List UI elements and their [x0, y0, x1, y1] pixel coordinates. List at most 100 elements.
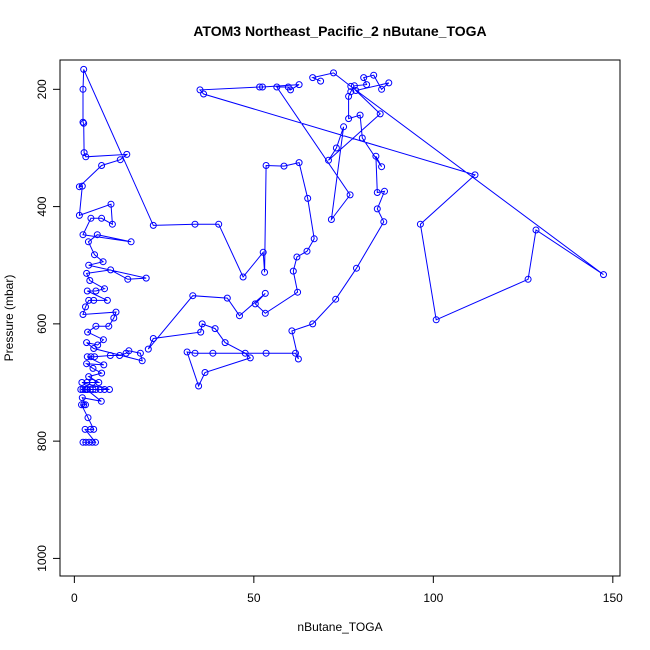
data-point — [85, 373, 93, 381]
data-point — [142, 274, 150, 282]
data-point — [91, 353, 98, 361]
data-point — [356, 111, 364, 119]
data-point — [304, 194, 312, 202]
data-point — [149, 221, 157, 229]
data-point — [262, 162, 270, 169]
x-tick-label: 50 — [247, 591, 261, 605]
data-point — [91, 251, 98, 259]
data-point — [85, 261, 93, 269]
data-point — [327, 216, 335, 223]
series-line — [77, 69, 604, 443]
data-point — [105, 322, 113, 330]
data-point — [198, 320, 206, 328]
data-point — [289, 267, 297, 275]
data-point — [107, 200, 115, 208]
y-axis-label: Pressure (mbar) — [2, 275, 16, 362]
data-point — [98, 162, 106, 169]
data-point — [294, 355, 302, 363]
data-point — [78, 379, 86, 386]
data-point — [471, 171, 479, 179]
data-point — [108, 220, 116, 228]
data-point — [116, 156, 124, 164]
data-point — [79, 311, 87, 318]
data-point — [209, 349, 217, 357]
data-point — [79, 231, 87, 239]
data-point — [432, 316, 440, 324]
y-tick-label: 1000 — [35, 545, 49, 572]
data-point — [127, 238, 135, 246]
data-point — [88, 438, 96, 446]
data-point — [303, 247, 311, 255]
data-point — [86, 277, 94, 284]
data-point — [372, 152, 380, 160]
data-point — [124, 275, 132, 283]
data-point — [223, 294, 231, 302]
data-point — [78, 394, 86, 402]
data-point — [325, 156, 332, 164]
data-point — [211, 325, 219, 333]
data-point — [221, 339, 229, 347]
data-point — [332, 295, 340, 303]
data-point — [90, 425, 98, 433]
x-axis: 0 50 100 150 — [71, 575, 623, 605]
data-point — [89, 364, 97, 372]
data-point — [385, 79, 393, 87]
data-point — [353, 264, 360, 272]
data-point — [259, 83, 266, 91]
data-point — [106, 352, 114, 359]
data-point — [191, 349, 199, 357]
data-point — [309, 320, 317, 328]
data-point — [80, 119, 88, 127]
data-point — [376, 110, 384, 118]
data-point — [189, 292, 197, 300]
data-point — [191, 220, 199, 228]
data-point — [378, 163, 386, 171]
data-point — [524, 275, 532, 283]
data-point — [87, 353, 95, 361]
data-point — [136, 349, 144, 357]
data-point — [256, 83, 264, 91]
data-point — [96, 386, 104, 393]
data-point — [98, 214, 106, 222]
data-point — [197, 328, 205, 336]
data-point — [340, 123, 348, 131]
data-point — [84, 328, 92, 336]
data-point — [200, 90, 208, 98]
data-point — [75, 211, 83, 219]
data-point — [95, 379, 103, 386]
data-point — [294, 288, 302, 296]
data-point — [87, 214, 95, 222]
data-point — [280, 162, 288, 170]
data-point — [295, 81, 303, 89]
data-point — [92, 438, 99, 446]
data-point — [79, 85, 87, 93]
data-point — [101, 386, 108, 393]
data-point — [416, 220, 424, 228]
data-point — [149, 335, 157, 342]
data-point — [273, 83, 281, 91]
data-point — [107, 266, 115, 274]
data-point — [381, 187, 388, 195]
data-point — [100, 361, 108, 369]
data-point — [251, 300, 259, 308]
data-point — [261, 309, 269, 317]
data-point — [288, 327, 296, 335]
data-point — [310, 235, 318, 243]
data-point — [125, 347, 133, 355]
data-point — [87, 425, 94, 433]
data-point — [352, 87, 360, 94]
data-point — [292, 349, 299, 357]
data-point — [138, 357, 146, 365]
data-point — [83, 360, 91, 368]
data-point — [378, 85, 386, 93]
data-point — [600, 271, 607, 279]
data-point — [82, 153, 90, 161]
data-point — [241, 349, 249, 357]
data-point — [84, 414, 92, 422]
data-point — [373, 189, 381, 196]
data-point — [295, 159, 303, 167]
data-point — [346, 191, 354, 199]
data-point — [90, 296, 98, 304]
x-tick-label: 0 — [71, 591, 78, 605]
